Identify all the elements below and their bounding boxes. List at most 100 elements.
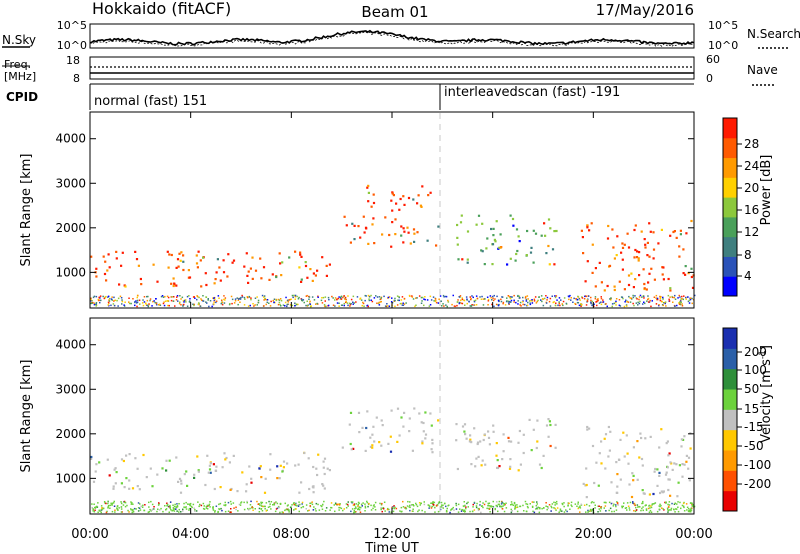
scatter-pixel bbox=[680, 438, 683, 441]
scatter-pixel bbox=[111, 299, 113, 301]
scatter-pixel bbox=[580, 304, 582, 306]
scatter-pixel bbox=[420, 205, 423, 208]
scatter-pixel bbox=[642, 500, 644, 503]
scatter-pixel bbox=[549, 423, 552, 427]
scatter-pixel bbox=[195, 510, 198, 512]
scatter-pixel bbox=[416, 202, 419, 205]
scatter-pixel bbox=[411, 504, 413, 506]
scatter-pixel bbox=[457, 503, 460, 506]
scatter-pixel bbox=[551, 295, 553, 297]
scatter-pixel bbox=[646, 241, 649, 244]
scatter-pixel bbox=[679, 501, 681, 504]
scatter-pixel bbox=[543, 507, 545, 509]
scatter-pixel bbox=[644, 504, 646, 507]
scatter-pixel bbox=[540, 234, 543, 237]
scatter-pixel bbox=[656, 297, 659, 300]
scatter-pixel bbox=[201, 299, 204, 302]
scatter-pixel bbox=[213, 297, 215, 299]
scatter-pixel bbox=[95, 275, 98, 278]
scatter-pixel bbox=[667, 511, 669, 513]
scatter-pixel bbox=[107, 505, 110, 507]
velocity-panel-background bbox=[90, 318, 694, 514]
scatter-pixel bbox=[332, 297, 334, 299]
scatter-pixel bbox=[163, 304, 166, 307]
scatter-pixel bbox=[294, 294, 297, 297]
scatter-pixel bbox=[263, 296, 265, 298]
scatter-pixel bbox=[581, 297, 584, 299]
scatter-pixel bbox=[665, 442, 668, 445]
scatter-pixel bbox=[357, 411, 361, 414]
scatter-pixel bbox=[683, 506, 685, 509]
scatter-pixel bbox=[160, 507, 162, 510]
scatter-pixel bbox=[339, 506, 341, 509]
scatter-pixel bbox=[149, 467, 152, 470]
n-search-label: N.Search bbox=[747, 27, 800, 41]
scatter-pixel bbox=[148, 303, 150, 305]
scatter-pixel bbox=[106, 458, 109, 461]
scatter-pixel bbox=[456, 223, 459, 227]
scatter-pixel bbox=[669, 509, 671, 511]
scatter-pixel bbox=[501, 458, 504, 461]
scatter-pixel bbox=[578, 506, 580, 509]
scatter-pixel bbox=[419, 504, 421, 506]
scatter-pixel bbox=[145, 303, 148, 306]
scatter-pixel bbox=[658, 304, 660, 306]
scatter-pixel bbox=[261, 510, 264, 512]
scatter-pixel bbox=[142, 504, 144, 507]
scatter-pixel bbox=[475, 295, 478, 297]
scatter-pixel bbox=[240, 296, 242, 299]
scatter-pixel bbox=[349, 442, 352, 446]
scatter-pixel bbox=[497, 299, 500, 302]
scatter-pixel bbox=[161, 295, 164, 297]
colorbar-tick-label: 200 bbox=[744, 345, 767, 359]
scatter-pixel bbox=[482, 438, 485, 442]
scatter-pixel bbox=[590, 302, 592, 305]
scatter-pixel bbox=[652, 257, 655, 260]
scatter-pixel bbox=[214, 510, 216, 512]
scatter-pixel bbox=[512, 224, 515, 227]
scatter-pixel bbox=[522, 433, 525, 436]
scatter-pixel bbox=[214, 469, 218, 472]
scatter-pixel bbox=[598, 302, 601, 304]
scatter-pixel bbox=[621, 268, 624, 271]
scatter-pixel bbox=[300, 255, 303, 258]
scatter-pixel bbox=[632, 479, 635, 482]
scatter-pixel bbox=[641, 464, 644, 467]
scatter-pixel bbox=[604, 501, 607, 504]
scatter-pixel bbox=[90, 302, 92, 305]
scatter-pixel bbox=[155, 302, 158, 305]
scatter-pixel bbox=[503, 503, 505, 505]
scatter-pixel bbox=[690, 507, 692, 510]
scatter-pixel bbox=[209, 300, 212, 302]
scatter-pixel bbox=[586, 301, 588, 303]
scatter-pixel bbox=[130, 302, 132, 305]
scatter-pixel bbox=[238, 298, 240, 300]
scatter-pixel bbox=[469, 438, 472, 441]
scatter-pixel bbox=[628, 509, 631, 511]
scatter-pixel bbox=[130, 509, 133, 511]
scatter-pixel bbox=[555, 295, 558, 297]
scatter-pixel bbox=[687, 456, 691, 459]
scatter-pixel bbox=[656, 484, 659, 487]
scatter-pixel bbox=[133, 507, 136, 510]
scatter-pixel bbox=[511, 296, 513, 298]
scatter-pixel bbox=[464, 504, 466, 507]
scatter-pixel bbox=[656, 298, 659, 301]
scatter-pixel bbox=[641, 489, 644, 492]
scatter-pixel bbox=[398, 208, 401, 211]
scatter-pixel bbox=[110, 502, 112, 505]
scatter-pixel bbox=[367, 294, 370, 297]
scatter-pixel bbox=[187, 269, 190, 272]
scatter-pixel bbox=[434, 511, 436, 513]
scatter-pixel bbox=[670, 507, 673, 510]
scatter-pixel bbox=[466, 299, 468, 301]
scatter-pixel bbox=[139, 277, 142, 281]
scatter-pixel bbox=[97, 502, 99, 504]
scatter-pixel bbox=[328, 469, 331, 472]
scatter-pixel bbox=[241, 471, 244, 474]
scatter-pixel bbox=[353, 238, 356, 241]
scatter-pixel bbox=[198, 505, 200, 508]
scatter-pixel bbox=[495, 303, 498, 306]
scatter-pixel bbox=[347, 295, 349, 297]
